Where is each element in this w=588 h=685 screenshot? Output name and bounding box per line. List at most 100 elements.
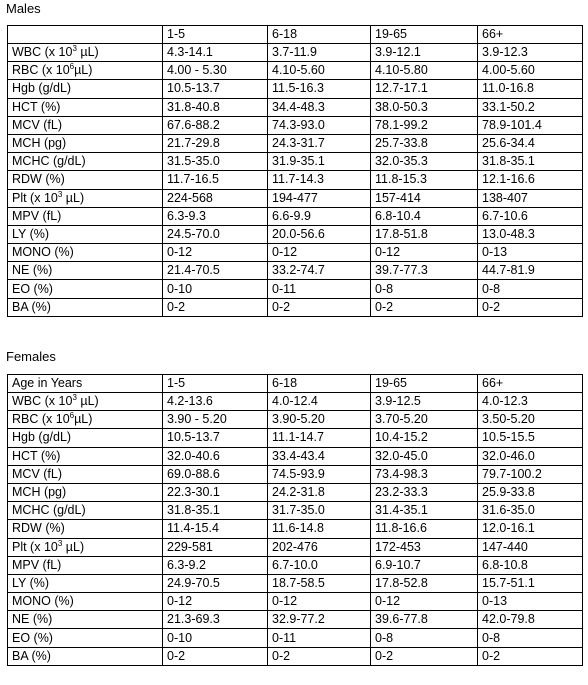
range-value-cell: 194-477 — [267, 188, 371, 208]
range-value-cell: 21.4-70.5 — [162, 261, 268, 281]
parameter-label: RBC (x 10 — [12, 412, 70, 427]
table-row: MCV (fL) 67.6-88.2 74.3-93.0 78.1-99.2 78.9-… — [7, 115, 583, 135]
range-value-cell: 172-453 — [370, 537, 478, 557]
parameter-unit: µL) — [62, 190, 85, 205]
parameter-label: MCH (pg) — [12, 485, 67, 500]
range-value-cell: 3.9-12.3 — [477, 42, 583, 63]
parameter-label: Hgb (g/dL) — [12, 430, 72, 445]
parameter-label: HCT (%) — [12, 99, 61, 114]
parameter-cell: Hgb (g/dL) — [7, 428, 163, 448]
parameter-label: BA (%) — [12, 299, 51, 314]
table-row: RBC (x 106µL) 4.00 - 5.30 4.10-5.60 4.10-5.… — [7, 61, 583, 81]
parameter-label: MONO (%) — [12, 245, 74, 260]
age-group-header-cell: 19-65 — [370, 374, 478, 393]
parameter-unit: µL) — [74, 412, 93, 427]
parameter-exponent: 3 — [72, 393, 77, 403]
range-value-cell: 20.0-56.6 — [267, 224, 371, 245]
table-row: BA (%) 0-2 0-2 0-2 0-2 — [7, 297, 583, 317]
parameter-cell: MCH (pg) — [7, 133, 163, 154]
range-value-cell: 4.2-13.6 — [162, 391, 268, 412]
range-value-cell: 18.7-58.5 — [267, 573, 371, 594]
range-value-cell: 78.1-99.2 — [370, 115, 478, 135]
range-value-cell: 21.3-69.3 — [162, 610, 268, 630]
range-value-cell: 11.1-14.7 — [267, 428, 371, 448]
range-value-cell: 12.0-16.1 — [477, 519, 583, 539]
parameter-exponent: 6 — [69, 62, 75, 72]
range-value-cell: 11.7-16.5 — [162, 170, 268, 190]
range-value-cell: 6.9-10.7 — [370, 555, 478, 575]
parameter-label: NE (%) — [12, 612, 53, 627]
range-value-cell: 4.10-5.80 — [370, 61, 478, 81]
range-value-cell: 6.7-10.0 — [267, 555, 371, 575]
range-value-cell: 17.8-51.8 — [370, 224, 478, 245]
range-value-cell: 22.3-30.1 — [162, 482, 268, 503]
table-row: MONO (%) 0-12 0-12 0-12 0-13 — [7, 592, 583, 612]
range-value-cell: 34.4-48.3 — [267, 97, 371, 117]
range-value-cell: 6.3-9.3 — [162, 206, 268, 226]
range-value-cell: 32.0-35.3 — [370, 152, 478, 172]
males-reference-table: 1-5 6-18 19-65 66+ WBC (x 103 µL) 4.3-14.1 3.7… — [7, 25, 583, 317]
range-value-cell: 4.10-5.60 — [267, 61, 371, 81]
parameter-label: MPV (fL) — [12, 208, 62, 223]
range-value-cell: 4.0-12.3 — [477, 391, 583, 412]
range-value-cell: 39.6-77.8 — [370, 610, 478, 630]
range-value-cell: 138-407 — [477, 188, 583, 208]
age-group-header-cell: 19-65 — [370, 25, 478, 44]
range-value-cell: 31.8-35.1 — [477, 152, 583, 172]
range-value-cell: 3.7-11.9 — [267, 42, 371, 63]
parameter-cell: RDW (%) — [7, 170, 163, 190]
range-value-cell: 0-12 — [162, 592, 268, 612]
parameter-cell: MCHC (g/dL) — [7, 501, 163, 521]
table-row: MCV (fL) 69.0-88.6 74.5-93.9 73.4-98.3 79.7-… — [7, 464, 583, 484]
parameter-cell: MCV (fL) — [7, 115, 163, 135]
range-value-cell: 202-476 — [267, 537, 371, 557]
parameter-label: WBC (x 10 — [12, 394, 73, 409]
range-value-cell: 3.50-5.20 — [477, 410, 583, 430]
range-value-cell: 31.4-35.1 — [370, 501, 478, 521]
table-row: NE (%) 21.4-70.5 33.2-74.7 39.7-77.3 44.7-81… — [7, 261, 583, 281]
range-value-cell: 11.6-14.8 — [267, 519, 371, 539]
range-value-cell: 24.3-31.7 — [267, 133, 371, 154]
parameter-cell: LY (%) — [7, 573, 163, 594]
table-row: BA (%) 0-2 0-2 0-2 0-2 — [7, 646, 583, 666]
range-value-cell: 0-13 — [477, 243, 583, 263]
parameter-label: Plt (x 10 — [12, 539, 58, 554]
parameter-label: BA (%) — [12, 648, 51, 663]
range-value-cell: 24.2-31.8 — [267, 482, 371, 503]
parameter-unit: µL) — [76, 394, 99, 409]
range-value-cell: 10.5-13.7 — [162, 79, 268, 99]
parameter-label: RDW (%) — [12, 521, 65, 536]
range-value-cell: 11.0-16.8 — [477, 79, 583, 99]
range-value-cell: 33.1-50.2 — [477, 97, 583, 117]
females-reference-table: Age in Years 1-5 6-18 19-65 66+ WBC (x 103 µL… — [7, 374, 583, 666]
range-value-cell: 44.7-81.9 — [477, 261, 583, 281]
range-value-cell: 4.0-12.4 — [267, 391, 371, 412]
range-value-cell: 31.5-35.0 — [162, 152, 268, 172]
table-row: MCHC (g/dL) 31.8-35.1 31.7-35.0 31.4-35.1 31… — [7, 501, 583, 521]
range-value-cell: 11.7-14.3 — [267, 170, 371, 190]
age-group-header-cell: 1-5 — [162, 25, 268, 44]
parameter-cell: MONO (%) — [7, 243, 163, 263]
range-value-cell: 24.9-70.5 — [162, 573, 268, 594]
range-value-cell: 3.90-5.20 — [267, 410, 371, 430]
parameter-label: MPV (fL) — [12, 557, 62, 572]
parameter-label: MCH (pg) — [12, 136, 67, 151]
range-value-cell: 0-12 — [267, 243, 371, 263]
parameter-label: RDW (%) — [12, 172, 65, 187]
parameter-label: Plt (x 10 — [12, 190, 58, 205]
range-value-cell: 11.5-16.3 — [267, 79, 371, 99]
range-value-cell: 33.2-74.7 — [267, 261, 371, 281]
parameter-exponent: 3 — [57, 538, 63, 548]
parameter-cell: RBC (x 106µL) — [7, 410, 163, 430]
range-value-cell: 224-568 — [162, 188, 268, 208]
parameter-exponent: 6 — [69, 411, 75, 421]
range-value-cell: 23.2-33.3 — [370, 482, 478, 503]
range-value-cell: 39.7-77.3 — [370, 261, 478, 281]
range-value-cell: 25.9-33.8 — [477, 482, 583, 503]
parameter-cell: MPV (fL) — [7, 206, 163, 226]
range-value-cell: 0-12 — [370, 243, 478, 263]
table-row: RDW (%) 11.4-15.4 11.6-14.8 11.8-16.6 12.0-1… — [7, 519, 583, 539]
parameter-label: EO (%) — [12, 281, 53, 296]
range-value-cell: 0-11 — [267, 279, 371, 299]
range-value-cell: 0-12 — [370, 592, 478, 612]
